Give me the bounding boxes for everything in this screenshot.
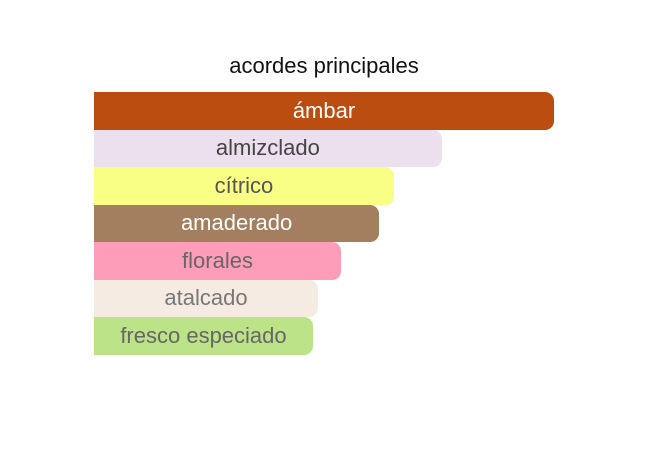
accord-bar: cítrico <box>94 167 394 205</box>
accord-label: florales <box>182 247 253 273</box>
accord-bar: amaderado <box>94 204 380 242</box>
accord-bar: ámbar <box>94 92 554 130</box>
accord-bar: atalcado <box>94 279 319 317</box>
accord-label: atalcado <box>164 285 248 311</box>
chart-title: acordes principales <box>229 53 419 78</box>
accord-label: ámbar <box>292 97 356 123</box>
accord-label: fresco especiado <box>120 322 287 348</box>
accord-bar: fresco especiado <box>94 317 313 355</box>
accord-bar: florales <box>94 242 342 280</box>
accord-label: cítrico <box>214 172 274 198</box>
accord-label: amaderado <box>180 210 293 236</box>
accord-label: almizclado <box>215 135 320 161</box>
accord-bar: almizclado <box>94 129 442 167</box>
accords-chart: ámbar almizclado cítrico amaderado florales a… <box>94 92 554 355</box>
